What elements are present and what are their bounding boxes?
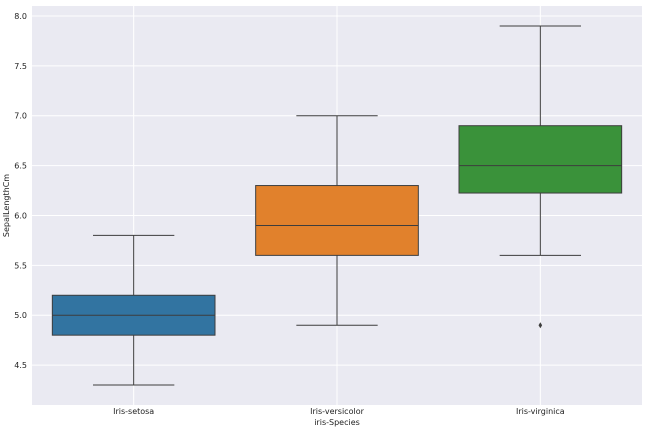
y-tick-label: 6.5 (14, 162, 27, 171)
y-tick-label: 6.0 (14, 211, 27, 220)
box-iqr (458, 125, 623, 194)
box-group (458, 25, 623, 329)
box-group (51, 234, 216, 386)
outlier-point (538, 322, 543, 329)
y-tick-labels: 4.5 5.0 5.5 6.0 6.5 7.0 7.5 8.0 (14, 12, 27, 370)
x-tick-labels: Iris-setosa Iris-versicolor Iris-virginica (113, 407, 565, 416)
y-tick-label: 4.5 (14, 361, 27, 370)
x-axis-label: iris-Species (314, 418, 360, 427)
boxes (51, 25, 623, 386)
y-axis-label: SepalLengthCm (2, 174, 11, 237)
y-tick-label: 7.5 (14, 62, 27, 71)
y-tick-label: 5.0 (14, 311, 27, 320)
y-tick-label: 5.5 (14, 261, 27, 270)
y-tick-label: 8.0 (14, 12, 27, 21)
box-group (255, 115, 419, 326)
y-tick-label: 7.0 (14, 112, 27, 121)
x-tick-label: Iris-versicolor (310, 407, 364, 416)
x-tick-label: Iris-virginica (516, 407, 565, 416)
box-iqr (255, 185, 419, 256)
x-tick-label: Iris-setosa (113, 407, 154, 416)
